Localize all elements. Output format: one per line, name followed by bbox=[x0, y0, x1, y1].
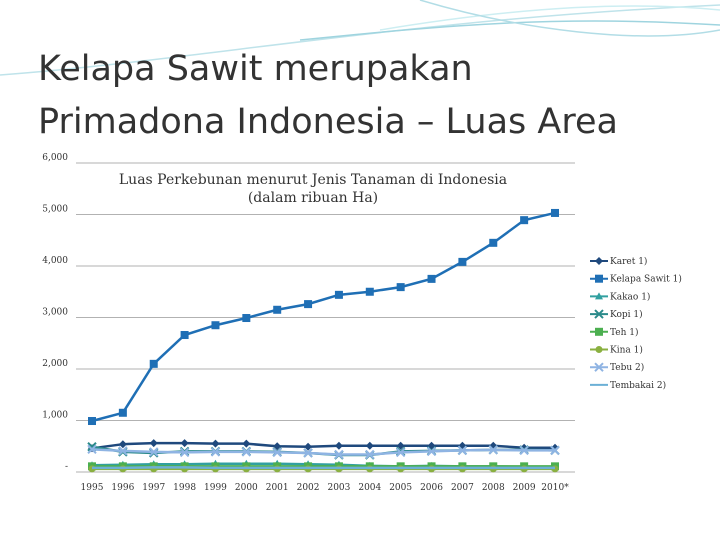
marker bbox=[211, 321, 220, 330]
chart-title: (dalam ribuan Ha) bbox=[248, 190, 378, 206]
x-tick-label: 2002 bbox=[297, 483, 320, 493]
marker bbox=[595, 327, 603, 336]
marker bbox=[118, 408, 127, 417]
slide-title: Kelapa Sawit merupakan bbox=[38, 49, 473, 89]
marker bbox=[551, 208, 559, 217]
marker bbox=[88, 417, 96, 426]
legend-label: Kelapa Sawit 1) bbox=[610, 274, 682, 285]
legend-label: Kina 1) bbox=[610, 345, 643, 356]
marker bbox=[489, 238, 498, 247]
x-tick-label: 2005 bbox=[389, 483, 412, 493]
marker bbox=[396, 441, 405, 450]
marker bbox=[241, 447, 252, 457]
x-tick-label: 2009 bbox=[513, 483, 536, 493]
marker bbox=[273, 442, 282, 451]
marker bbox=[180, 331, 189, 340]
marker bbox=[365, 287, 374, 296]
marker bbox=[427, 274, 436, 283]
series-line bbox=[92, 466, 555, 470]
marker bbox=[149, 359, 158, 368]
x-tick-label: 1998 bbox=[173, 483, 196, 493]
x-tick-label: 1995 bbox=[81, 483, 104, 493]
chart-title: Luas Perkebunan menurut Jenis Tanaman di… bbox=[119, 172, 507, 188]
marker bbox=[87, 444, 97, 455]
x-tick-label: 2004 bbox=[358, 483, 381, 493]
legend-label: Tembakai 2) bbox=[610, 380, 666, 391]
marker bbox=[595, 257, 603, 265]
y-tick-label: 3,000 bbox=[42, 308, 68, 318]
x-tick-label: 2010* bbox=[541, 483, 569, 493]
marker bbox=[149, 447, 159, 457]
x-tick-label: 1997 bbox=[142, 483, 165, 493]
series-line bbox=[91, 448, 555, 456]
marker bbox=[334, 449, 344, 460]
marker bbox=[304, 300, 313, 309]
y-tick-label: 2,000 bbox=[42, 359, 68, 369]
marker bbox=[595, 274, 603, 283]
marker bbox=[595, 292, 603, 300]
legend-label: Tebu 2) bbox=[610, 362, 644, 373]
marker bbox=[273, 305, 282, 314]
x-tick-label: 2000 bbox=[235, 483, 258, 493]
slide-title: Primadona Indonesia – Luas Area bbox=[38, 102, 618, 142]
marker bbox=[396, 283, 405, 292]
marker bbox=[242, 314, 251, 323]
marker bbox=[550, 445, 560, 456]
marker bbox=[149, 439, 158, 448]
wave-decoration bbox=[0, 0, 720, 76]
x-tick-label: 2001 bbox=[266, 483, 289, 493]
marker bbox=[180, 439, 189, 448]
marker bbox=[520, 216, 529, 225]
marker bbox=[304, 442, 313, 451]
x-tick-label: 2003 bbox=[327, 483, 350, 493]
marker bbox=[303, 448, 313, 458]
marker bbox=[118, 446, 128, 456]
y-tick-label: 6,000 bbox=[42, 153, 68, 163]
marker bbox=[488, 445, 498, 455]
marker bbox=[426, 446, 437, 457]
marker bbox=[242, 439, 251, 448]
marker bbox=[365, 441, 374, 450]
marker bbox=[595, 346, 603, 353]
marker bbox=[457, 445, 468, 456]
marker bbox=[365, 449, 375, 460]
marker bbox=[211, 439, 220, 448]
marker bbox=[334, 290, 343, 299]
series-line bbox=[91, 441, 555, 450]
marker bbox=[519, 445, 529, 456]
marker bbox=[179, 447, 190, 458]
legend-label: Teh 1) bbox=[610, 327, 639, 338]
y-tick-label: 5,000 bbox=[42, 205, 68, 215]
y-tick-label: - bbox=[65, 462, 68, 472]
series-line bbox=[91, 211, 556, 423]
x-tick-label: 1996 bbox=[111, 483, 134, 493]
marker bbox=[395, 447, 406, 458]
marker bbox=[458, 257, 467, 266]
x-tick-label: 2006 bbox=[420, 483, 443, 493]
x-tick-label: 1999 bbox=[204, 483, 227, 493]
marker bbox=[272, 447, 282, 458]
marker bbox=[334, 441, 343, 450]
marker bbox=[594, 309, 604, 319]
marker bbox=[594, 362, 604, 372]
legend-label: Kakao 1) bbox=[610, 291, 650, 302]
x-tick-label: 2008 bbox=[482, 483, 505, 493]
legend-label: Kopi 1) bbox=[610, 309, 643, 320]
y-tick-label: 1,000 bbox=[42, 411, 68, 421]
y-tick-label: 4,000 bbox=[42, 256, 68, 266]
marker bbox=[118, 440, 127, 449]
legend-label: Karet 1) bbox=[610, 256, 647, 267]
marker bbox=[210, 447, 221, 457]
x-tick-label: 2007 bbox=[451, 483, 474, 493]
